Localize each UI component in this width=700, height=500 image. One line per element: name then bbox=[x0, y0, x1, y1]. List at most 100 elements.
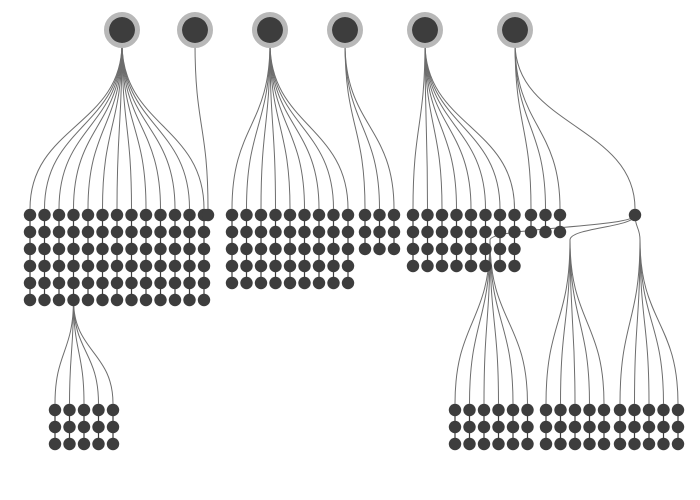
child-node bbox=[463, 404, 475, 416]
child-node bbox=[507, 404, 519, 416]
child-node bbox=[198, 294, 210, 306]
child-node bbox=[82, 294, 94, 306]
child-node bbox=[226, 209, 238, 221]
child-node bbox=[284, 209, 296, 221]
child-node bbox=[478, 404, 490, 416]
fan-edge bbox=[74, 300, 114, 404]
fan-edge bbox=[122, 43, 146, 209]
fan-edge bbox=[425, 43, 457, 209]
child-node bbox=[255, 226, 267, 238]
child-node bbox=[421, 260, 433, 272]
child-node bbox=[478, 438, 490, 450]
child-node bbox=[240, 243, 252, 255]
child-node bbox=[226, 277, 238, 289]
child-node bbox=[111, 277, 123, 289]
child-node bbox=[169, 294, 181, 306]
root-node bbox=[332, 17, 358, 43]
fan-edge bbox=[561, 240, 571, 404]
child-node bbox=[92, 438, 104, 450]
child-node bbox=[342, 260, 354, 272]
child-node bbox=[629, 209, 641, 221]
child-node bbox=[313, 243, 325, 255]
child-node bbox=[255, 277, 267, 289]
child-node bbox=[521, 421, 533, 433]
child-node bbox=[539, 226, 551, 238]
child-node bbox=[583, 404, 595, 416]
child-node bbox=[107, 438, 119, 450]
tree-diagram bbox=[0, 0, 700, 500]
fan-edge bbox=[515, 43, 560, 209]
child-node bbox=[82, 260, 94, 272]
child-node bbox=[492, 404, 504, 416]
child-node bbox=[92, 421, 104, 433]
child-node bbox=[67, 260, 79, 272]
child-node bbox=[628, 438, 640, 450]
child-node bbox=[140, 226, 152, 238]
child-node bbox=[169, 260, 181, 272]
child-node bbox=[569, 404, 581, 416]
fan-edge bbox=[74, 300, 99, 404]
child-node bbox=[407, 260, 419, 272]
child-node bbox=[450, 243, 462, 255]
fan-edge bbox=[122, 43, 175, 209]
child-node bbox=[508, 226, 520, 238]
child-node bbox=[183, 226, 195, 238]
child-node bbox=[494, 226, 506, 238]
fan-edge bbox=[515, 43, 635, 209]
child-node bbox=[436, 226, 448, 238]
child-node bbox=[643, 421, 655, 433]
child-node bbox=[92, 404, 104, 416]
child-node bbox=[125, 209, 137, 221]
child-node bbox=[38, 226, 50, 238]
child-node bbox=[82, 243, 94, 255]
child-node bbox=[554, 209, 566, 221]
child-node bbox=[49, 421, 61, 433]
child-node bbox=[49, 438, 61, 450]
child-node bbox=[407, 209, 419, 221]
child-node bbox=[38, 209, 50, 221]
child-node bbox=[198, 260, 210, 272]
child-node bbox=[359, 226, 371, 238]
child-node bbox=[421, 243, 433, 255]
child-node bbox=[284, 243, 296, 255]
child-node bbox=[107, 404, 119, 416]
child-node bbox=[38, 260, 50, 272]
child-node bbox=[78, 404, 90, 416]
child-node bbox=[111, 243, 123, 255]
child-node bbox=[154, 209, 166, 221]
child-node bbox=[614, 404, 626, 416]
child-node bbox=[554, 421, 566, 433]
child-node bbox=[598, 421, 610, 433]
child-node bbox=[82, 226, 94, 238]
child-node bbox=[255, 209, 267, 221]
child-node bbox=[24, 243, 36, 255]
child-node bbox=[373, 209, 385, 221]
root-node bbox=[109, 17, 135, 43]
child-node bbox=[359, 209, 371, 221]
child-node bbox=[240, 226, 252, 238]
child-node bbox=[465, 209, 477, 221]
child-node bbox=[492, 438, 504, 450]
child-node bbox=[82, 277, 94, 289]
child-node bbox=[202, 209, 214, 221]
child-node bbox=[38, 243, 50, 255]
fan-edge bbox=[270, 43, 319, 209]
child-node bbox=[183, 277, 195, 289]
child-node bbox=[421, 226, 433, 238]
child-node bbox=[107, 421, 119, 433]
child-node bbox=[226, 226, 238, 238]
child-node bbox=[49, 404, 61, 416]
child-node bbox=[284, 226, 296, 238]
child-node bbox=[327, 277, 339, 289]
child-node bbox=[38, 277, 50, 289]
child-node bbox=[373, 243, 385, 255]
child-node bbox=[53, 209, 65, 221]
fan-edge bbox=[122, 43, 190, 209]
child-node bbox=[183, 209, 195, 221]
child-node bbox=[479, 260, 491, 272]
child-node bbox=[388, 226, 400, 238]
child-node bbox=[154, 277, 166, 289]
fan-edge bbox=[70, 300, 74, 404]
child-node bbox=[255, 243, 267, 255]
child-node bbox=[449, 404, 461, 416]
